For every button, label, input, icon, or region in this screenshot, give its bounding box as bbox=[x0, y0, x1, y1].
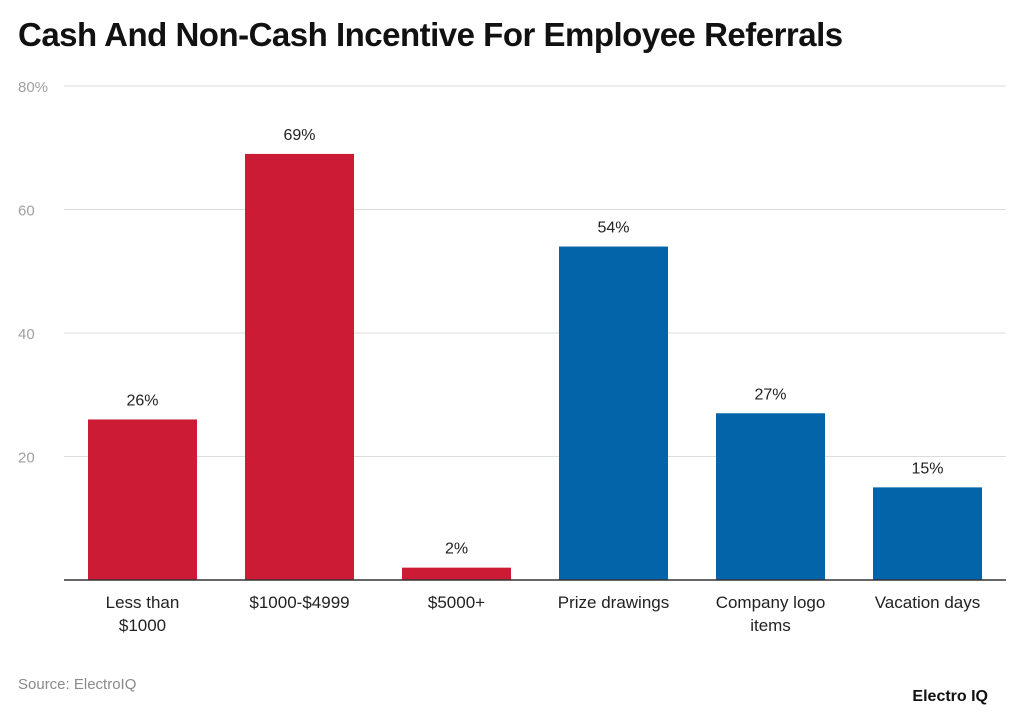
x-tick-label-line: $5000+ bbox=[428, 593, 485, 612]
y-tick-label: 40 bbox=[18, 326, 35, 343]
bar-value-label: 54% bbox=[597, 220, 629, 237]
x-tick-label-line: Company logo bbox=[716, 593, 826, 612]
bar bbox=[873, 487, 982, 580]
bar bbox=[402, 567, 511, 580]
bar bbox=[88, 419, 197, 580]
bar-value-label: 15% bbox=[911, 460, 943, 477]
brand-logo: Electro IQ bbox=[912, 688, 988, 705]
value-labels: 26% 69% 2% 54% 27% 15% bbox=[126, 127, 943, 558]
gridlines bbox=[64, 85, 1006, 457]
bar-value-label: 69% bbox=[283, 127, 315, 144]
y-tick-label: 60 bbox=[18, 203, 35, 220]
x-tick-label: Less than $1000 bbox=[106, 593, 180, 635]
y-tick-label: 20 bbox=[18, 450, 35, 467]
x-tick-label: $1000-$4999 bbox=[249, 593, 349, 612]
bar bbox=[559, 246, 668, 581]
bar bbox=[716, 413, 825, 580]
x-axis-tick-labels: Less than $1000 $1000-$4999 $5000+ Prize dra… bbox=[106, 593, 981, 635]
x-tick-label-line: Vacation days bbox=[875, 593, 981, 612]
x-tick-label-line: Less than bbox=[106, 593, 180, 612]
x-tick-label: Prize drawings bbox=[558, 593, 670, 612]
y-tick-label: 80% bbox=[18, 79, 48, 96]
bars bbox=[88, 153, 982, 581]
x-tick-label: Vacation days bbox=[875, 593, 981, 612]
x-tick-label-line: Prize drawings bbox=[558, 593, 670, 612]
x-tick-label-line: $1000 bbox=[119, 616, 166, 635]
bar-value-label: 2% bbox=[445, 541, 468, 558]
x-tick-label-line: $1000-$4999 bbox=[249, 593, 349, 612]
chart-title: Cash And Non-Cash Incentive For Employee… bbox=[18, 16, 843, 53]
bar bbox=[245, 153, 354, 581]
y-axis-tick-labels: 20 40 60 80% bbox=[18, 79, 48, 467]
x-tick-label: Company logo items bbox=[716, 593, 826, 635]
bar-value-label: 26% bbox=[126, 392, 158, 409]
x-tick-label-line: items bbox=[750, 616, 791, 635]
x-tick-label: $5000+ bbox=[428, 593, 485, 612]
bar-value-label: 27% bbox=[754, 386, 786, 403]
source-note: Source: ElectroIQ bbox=[18, 676, 137, 693]
